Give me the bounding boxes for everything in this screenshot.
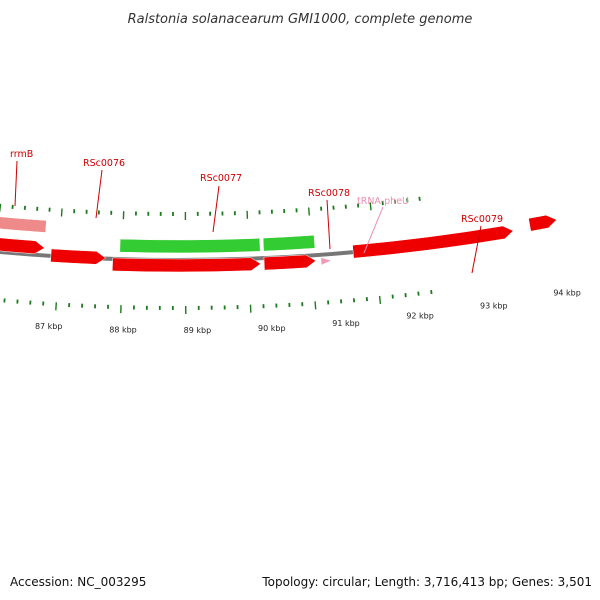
minor-tick bbox=[418, 196, 421, 201]
features bbox=[0, 214, 558, 273]
scale-label: 93 kbp bbox=[480, 301, 508, 310]
unlabeled-cds-feature[interactable] bbox=[263, 254, 317, 271]
RSc0076-leader-line bbox=[95, 169, 103, 219]
outer-tick-ring bbox=[0, 196, 421, 220]
scale-label: 89 kbp bbox=[184, 326, 212, 335]
RSc0077-feature[interactable] bbox=[119, 238, 261, 254]
rrmB-leader-line bbox=[14, 160, 18, 207]
RSc0079-feature[interactable] bbox=[352, 225, 514, 259]
scale-labels: 87 kbp 88 kbp 89 kbp 90 kbp 91 kbp 92 kbp 93 k… bbox=[35, 289, 581, 335]
tRNA-pheU-label: tRNA-pheU bbox=[357, 196, 409, 207]
major-tick bbox=[0, 203, 2, 212]
RSc0077-leader-line bbox=[212, 185, 220, 233]
inner-tick-ring bbox=[3, 289, 433, 315]
map-title: Ralstonia solanacearum GMI1000, complete… bbox=[128, 12, 473, 27]
scale-label: 91 kbp bbox=[332, 319, 360, 328]
rrmB-feature[interactable] bbox=[0, 216, 47, 233]
unlabeled-cds-feature[interactable] bbox=[0, 237, 45, 255]
RSc0076-label: RSc0076 bbox=[83, 158, 125, 169]
unlabeled-cds-feature[interactable] bbox=[528, 214, 558, 232]
accession-text: Accession: NC_003295 bbox=[10, 575, 146, 589]
major-tick bbox=[369, 202, 372, 211]
minor-tick bbox=[406, 198, 409, 203]
tRNA-pheU-feature[interactable] bbox=[320, 257, 333, 266]
minor-tick bbox=[417, 291, 420, 296]
genome-summary-text: Topology: circular; Length: 3,716,413 bp… bbox=[261, 575, 592, 589]
scale-label: 90 kbp bbox=[258, 324, 286, 333]
major-tick bbox=[60, 208, 63, 217]
rrmB-label: rrmB bbox=[10, 149, 33, 160]
scale-label: 88 kbp bbox=[109, 325, 137, 334]
major-tick bbox=[314, 301, 317, 310]
RSc0078-label: RSc0078 bbox=[308, 188, 350, 199]
scale-label: 92 kbp bbox=[406, 312, 434, 321]
RSc0077-label: RSc0077 bbox=[200, 173, 242, 184]
RSc0079-leader-line bbox=[471, 225, 482, 274]
major-tick bbox=[378, 295, 382, 304]
tRNA-pheU-leader-line bbox=[363, 206, 384, 254]
RSc0076-feature[interactable] bbox=[50, 248, 107, 265]
scale-label: 87 kbp bbox=[35, 322, 63, 331]
RSc0078-feature[interactable] bbox=[262, 234, 316, 252]
major-tick bbox=[55, 302, 57, 311]
RSc0078-leader-line bbox=[326, 199, 331, 250]
major-tick bbox=[308, 207, 310, 216]
unlabeled-cds-feature[interactable] bbox=[112, 257, 262, 273]
scale-label: 94 kbp bbox=[553, 289, 581, 298]
minor-tick bbox=[430, 289, 433, 295]
gene-callouts: rrmB RSc0076 RSc0077 RSc0078 tRNA-pheU R… bbox=[10, 149, 503, 274]
RSc0079-label: RSc0079 bbox=[461, 214, 503, 225]
